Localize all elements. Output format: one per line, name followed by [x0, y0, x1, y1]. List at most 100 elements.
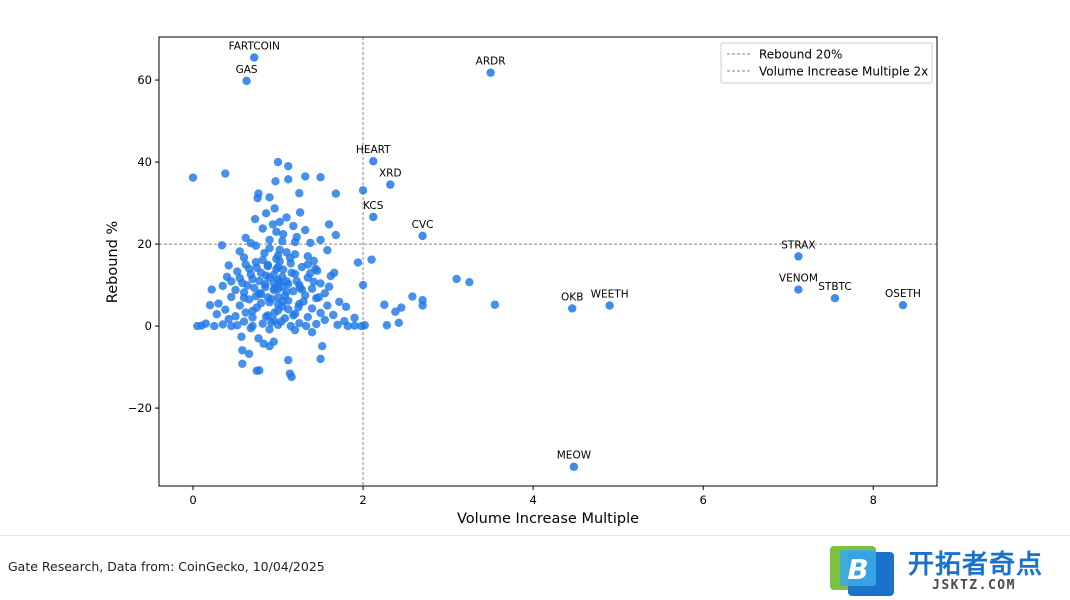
legend-label-rebound: Rebound 20% [759, 48, 842, 62]
data-point [255, 276, 264, 286]
data-point-labeled [794, 252, 803, 261]
data-point [316, 235, 325, 245]
x-tick-label: 4 [529, 493, 536, 507]
data-point [188, 173, 198, 182]
data-point [294, 303, 303, 312]
data-point [273, 157, 283, 167]
data-point [235, 301, 244, 310]
data-point [320, 315, 330, 325]
data-point [320, 289, 330, 298]
point-label: HEART [356, 144, 391, 156]
data-point [408, 292, 417, 301]
data-point [316, 279, 325, 288]
footer-divider [0, 535, 1070, 536]
data-point [382, 321, 392, 330]
data-point [329, 310, 338, 320]
data-point-labeled [242, 76, 251, 86]
data-point [289, 287, 298, 296]
data-point [282, 213, 291, 222]
data-point [324, 282, 334, 291]
point-label: STBTC [818, 281, 851, 293]
data-point [248, 313, 257, 322]
data-point-labeled [568, 304, 577, 313]
data-point [218, 320, 227, 329]
data-point [243, 281, 252, 290]
data-point [258, 224, 267, 233]
brand-url: JSKTZ.COM [932, 578, 1016, 593]
data-point-labeled [830, 293, 840, 303]
data-point [307, 328, 317, 337]
data-point [261, 209, 271, 218]
data-point [238, 346, 247, 355]
data-point [306, 238, 315, 248]
data-point [258, 255, 267, 265]
data-point [252, 366, 261, 375]
data-point [241, 260, 250, 269]
data-point [465, 278, 474, 287]
data-point [253, 193, 262, 203]
data-point [261, 312, 271, 321]
point-label: CVC [412, 219, 434, 231]
data-point [289, 221, 298, 231]
data-point [250, 214, 260, 224]
data-point [358, 186, 368, 195]
data-point [205, 300, 215, 310]
data-point [324, 220, 334, 229]
data-point [301, 225, 310, 235]
data-point [214, 299, 223, 308]
data-point [303, 312, 312, 322]
data-point [285, 253, 295, 263]
data-point [224, 314, 233, 324]
y-tick-label: 0 [145, 319, 152, 333]
data-point [273, 251, 283, 260]
x-tick-label: 8 [870, 493, 877, 507]
data-point-labeled [898, 300, 908, 310]
data-point [301, 321, 311, 331]
data-point [235, 273, 244, 283]
brand-logo: B 开拓者奇点 JSKTZ.COM [828, 542, 1064, 598]
data-point [271, 177, 280, 186]
data-point [237, 332, 246, 341]
data-point [301, 172, 310, 181]
data-point [272, 227, 281, 236]
data-point [252, 263, 261, 273]
data-point [287, 372, 296, 382]
data-point [261, 282, 270, 292]
data-point [221, 305, 230, 314]
data-point [341, 302, 351, 312]
point-label: VENOM [779, 273, 818, 285]
scatter-chart: FARTCOIN GAS ARDR HEART XRD KCS CVC STRAX VENOMS… [105, 36, 938, 527]
data-point [295, 208, 305, 217]
data-point [246, 270, 256, 279]
data-point [250, 283, 259, 293]
data-point [316, 354, 325, 364]
data-point-labeled [569, 462, 579, 471]
data-point [256, 298, 266, 308]
source-note: Gate Research, Data from: CoinGecko, 10/… [8, 559, 325, 574]
data-point [316, 308, 325, 318]
y-tick-label: 20 [137, 237, 152, 251]
data-point [316, 173, 325, 182]
data-point-labeled [369, 212, 378, 222]
data-point [397, 303, 406, 312]
data-point [263, 293, 273, 302]
data-point [212, 309, 222, 319]
data-point [290, 325, 300, 335]
point-label: STRAX [781, 239, 815, 251]
legend: Rebound 20% Volume Increase Multiple 2x [720, 42, 933, 84]
data-point [278, 296, 288, 306]
data-point [284, 355, 293, 365]
data-point [329, 268, 339, 277]
data-point [284, 175, 293, 184]
plot-frame [158, 36, 938, 487]
data-point [241, 308, 250, 317]
point-label: XRD [379, 168, 402, 180]
data-point [270, 284, 279, 293]
data-point [275, 217, 284, 227]
data-point [452, 274, 461, 284]
data-point [278, 230, 288, 239]
data-point-labeled [794, 285, 803, 294]
data-point [323, 301, 332, 310]
data-point [255, 289, 264, 298]
data-point [233, 267, 242, 276]
